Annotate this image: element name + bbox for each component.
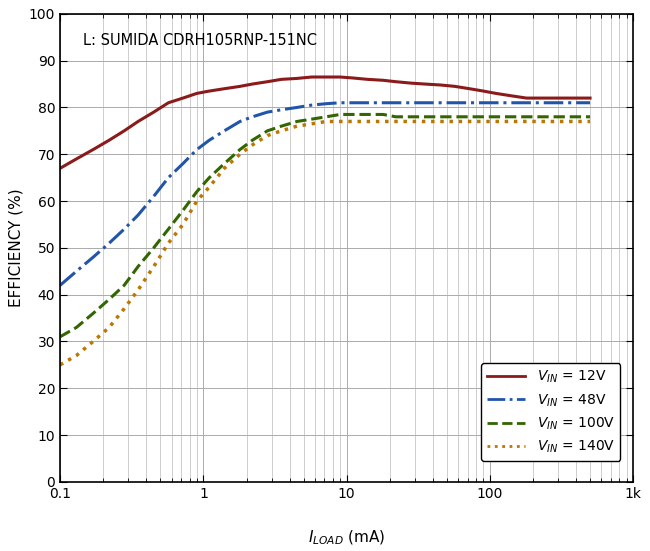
Y-axis label: EFFICIENCY (%): EFFICIENCY (%) xyxy=(8,188,23,307)
Text: $I_{LOAD}$ (mA): $I_{LOAD}$ (mA) xyxy=(308,528,385,547)
Text: L: SUMIDA CDRH105RNP-151NC: L: SUMIDA CDRH105RNP-151NC xyxy=(83,33,317,47)
Legend: $V_{IN}$ = 12V, $V_{IN}$ = 48V, $V_{IN}$ = 100V, $V_{IN}$ = 140V: $V_{IN}$ = 12V, $V_{IN}$ = 48V, $V_{IN}$… xyxy=(481,363,621,461)
